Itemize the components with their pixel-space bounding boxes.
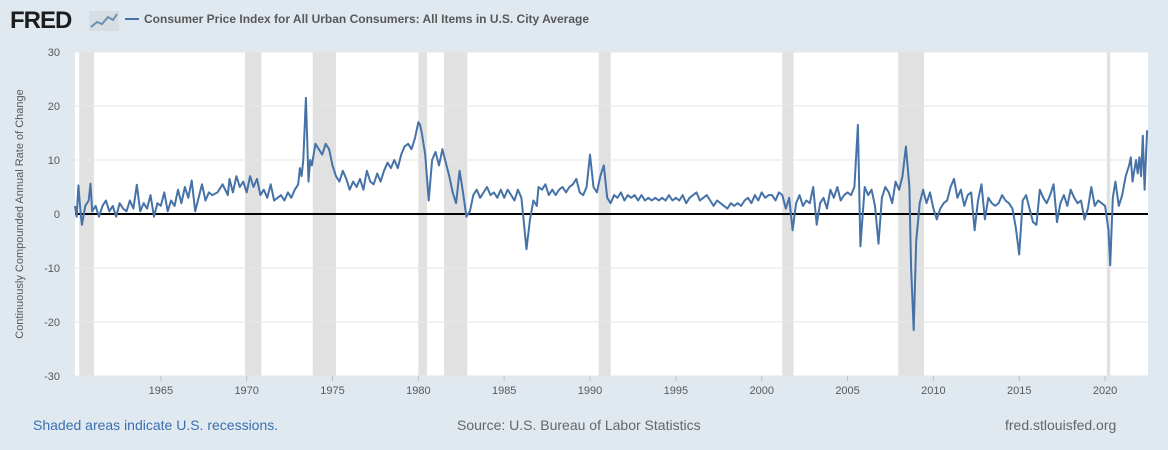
y-axis-label: Continuously Compounded Annual Rate of C… (14, 89, 26, 339)
x-tick-label: 2015 (1007, 385, 1031, 397)
y-tick-label: -20 (44, 317, 60, 329)
chart-icon (89, 11, 119, 31)
source-note: Source: U.S. Bureau of Labor Statistics (457, 417, 701, 433)
y-tick-label: -10 (44, 263, 60, 275)
y-tick-label: 0 (54, 209, 60, 221)
fred-logo[interactable]: FRED (10, 7, 120, 35)
x-tick-label: 1970 (234, 385, 258, 397)
x-tick-label: 1990 (578, 385, 602, 397)
x-tick-label: 1965 (149, 385, 173, 397)
legend-swatch (125, 18, 139, 20)
chart-plot: -30 -20 -10 0 10 20 30 1965 1970 1975 1980 1985 1990… (14, 47, 1149, 397)
x-tick-label: 1995 (664, 385, 688, 397)
x-tick-label: 1975 (320, 385, 344, 397)
x-tick-label: 1985 (492, 385, 516, 397)
x-tick-label: 1980 (406, 385, 430, 397)
series-line (74, 96, 1149, 332)
y-tick-label: 30 (48, 47, 60, 59)
x-tick-label: 2020 (1093, 385, 1117, 397)
recession-note[interactable]: Shaded areas indicate U.S. recessions. (33, 417, 279, 433)
y-tick-label: -30 (44, 371, 60, 383)
y-tick-label: 20 (48, 101, 60, 113)
x-tick-label: 2000 (749, 385, 773, 397)
y-tick-label: 10 (48, 155, 60, 167)
x-tick-label: 2005 (835, 385, 859, 397)
x-tick-label: 2010 (921, 385, 945, 397)
fred-logo-text: FRED (10, 7, 72, 34)
series-title: Consumer Price Index for All Urban Consu… (144, 12, 589, 26)
header: FRED Consumer Price Index for All Urban … (0, 0, 1168, 40)
site-link[interactable]: fred.stlouisfed.org (1005, 417, 1117, 433)
